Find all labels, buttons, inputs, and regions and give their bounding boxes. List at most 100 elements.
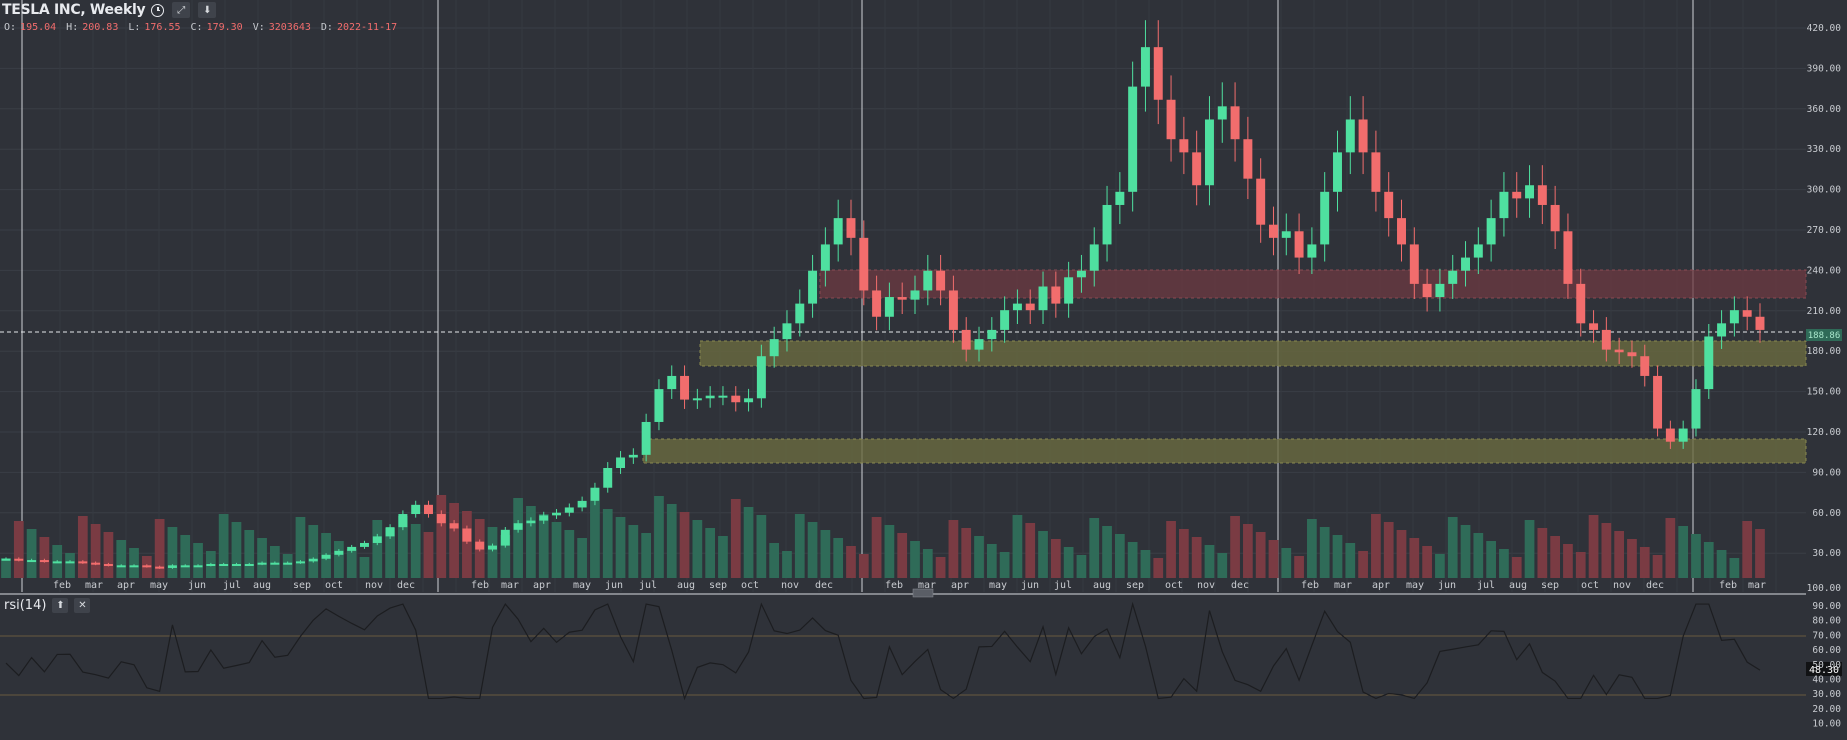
candle-body [103,564,113,567]
volume-bar [39,537,50,578]
volume-bar [1025,523,1036,578]
download-icon[interactable]: ⬇ [198,2,217,18]
price-tick-label: 330.00 [1807,144,1842,155]
current-price-label: 188.86 [1808,331,1841,341]
x-tick-label: dec [1231,580,1249,591]
volume-bar [1665,518,1676,578]
candle-body [334,550,344,555]
arrow-up-icon[interactable]: ⬆ [52,598,69,613]
candle-body [1320,191,1330,245]
volume-bar [180,535,191,578]
candle-body [219,564,229,567]
candle-body [1473,244,1483,258]
candle-body [27,560,37,563]
volume-bar [334,541,344,578]
volume-bar [718,536,728,578]
candle-body [603,468,613,488]
volume-bar [1511,557,1522,578]
candle-body [1371,152,1381,192]
rsi-tick-label: 20.00 [1812,704,1841,715]
rsi-tick-label: 80.00 [1812,616,1841,627]
rsi-tick-label: 10.00 [1812,719,1841,730]
price-tick-label: 150.00 [1807,387,1842,398]
ohlc-high: 200.83 [82,22,119,33]
volume-bar [372,520,383,578]
rsi-tick-label: 30.00 [1812,689,1841,700]
candle-body [897,297,907,300]
volume-bar [1460,525,1471,578]
candle-body [14,558,24,561]
volume-bar [756,515,767,578]
candle-body [744,398,754,403]
volume-bar [769,543,780,578]
candle-body [372,536,382,543]
candle-body [1512,191,1522,199]
candle-body [1102,204,1112,245]
volume-bar [910,541,920,578]
x-tick-label: jul [223,580,241,591]
candle-body [1217,106,1227,120]
volume-bar [1639,547,1650,578]
volume-bar [1537,528,1548,578]
volume-bar [423,532,434,578]
x-tick-label: oct [1165,580,1183,591]
candle-body [193,565,203,568]
candle-body [680,375,690,400]
candle-body [321,554,331,559]
candle-body [1525,185,1535,199]
volume-bar [1166,521,1176,578]
candle-body [1614,349,1624,353]
price-tick-label: 300.00 [1807,185,1842,196]
volume-bar [1281,548,1292,578]
candle-body [1243,139,1253,179]
candle-body [1153,47,1163,100]
support-zone [642,438,1807,464]
ohlc-key-low: L: [128,22,141,33]
candle-body [1563,231,1573,284]
candle-body [616,457,626,468]
volume-bar [974,536,984,578]
ohlc-open: 195.04 [20,22,57,33]
price-tick-label: 180.00 [1807,346,1842,357]
volume-bar [833,538,844,578]
x-tick-label: sep [709,580,727,591]
volume-bar [487,527,498,578]
candle-body [295,561,305,564]
volume-bar [1358,551,1368,578]
volume-bar [1140,550,1151,578]
candle-body [462,528,472,542]
volume-bar [449,503,459,578]
x-tick-label: apr [951,580,969,591]
volume-bar [564,530,575,578]
rsi-tick-label: 90.00 [1812,601,1841,612]
x-tick-label: dec [397,580,415,591]
close-icon[interactable]: ✕ [74,598,91,613]
volume-bar [1550,536,1561,578]
price-tick-label: 390.00 [1807,63,1842,74]
rsi-label: rsi(14) [4,598,47,613]
support-zone [699,340,1807,367]
x-tick-label: mar [1334,580,1352,591]
price-tick-label: 100.00 [1807,583,1842,594]
x-tick-label: feb [1301,580,1319,591]
volume-bar [1038,531,1048,578]
candle-body [961,329,971,350]
volume-bar [1230,516,1240,578]
candle-body [1627,352,1637,357]
clock-icon[interactable] [151,3,165,17]
x-tick-label: mar [85,580,103,591]
expand-icon[interactable]: ⤢ [172,2,191,18]
candle-body [808,270,818,304]
x-tick-label: may [150,580,168,591]
x-tick-label: apr [1372,580,1390,591]
price-zones [0,269,1807,464]
volume-bar [1383,522,1394,578]
candle-body [948,290,958,330]
volume-bar [282,554,293,578]
candle-body [513,523,523,530]
candle-body [1499,191,1509,219]
x-tick-label: apr [117,580,135,591]
x-tick-label: oct [741,580,759,591]
volume-bar [308,525,319,578]
